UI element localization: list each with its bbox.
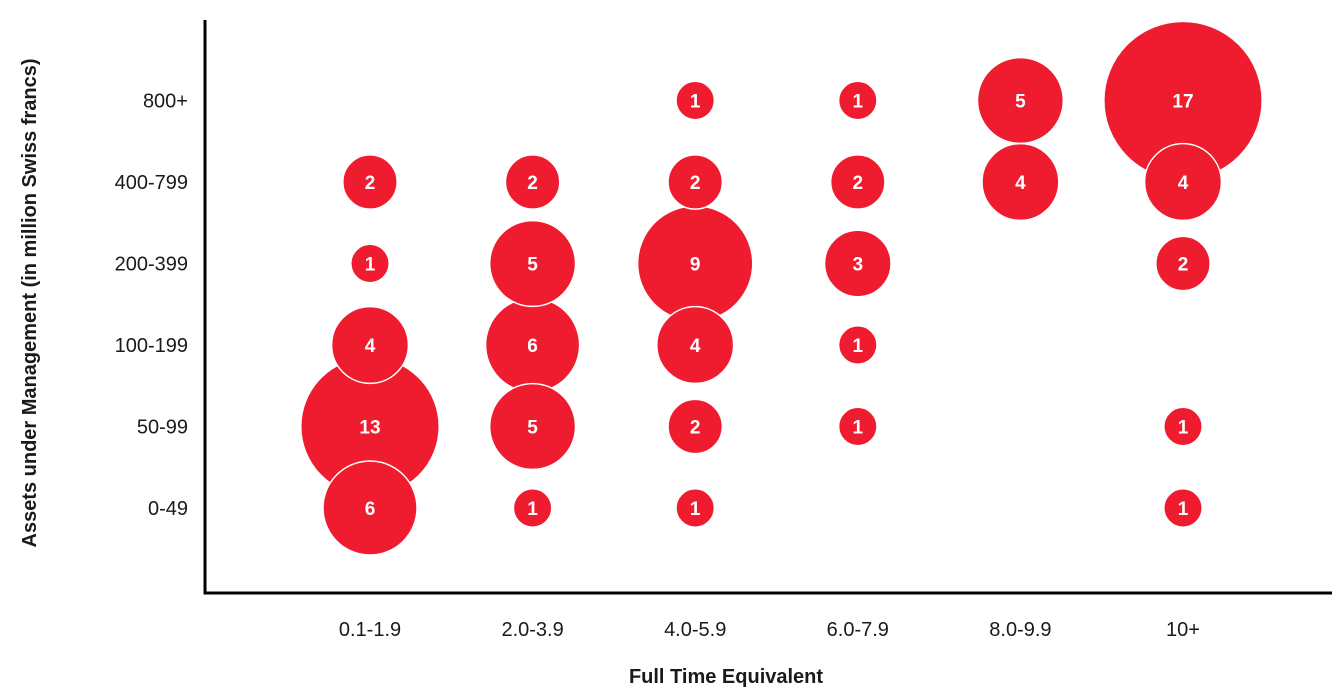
bubble-label-4-0-5-9-800: 1	[690, 92, 701, 113]
bubble-label-4-0-5-9-200-399: 9	[690, 255, 701, 276]
bubble-10-800: 17	[1103, 20, 1263, 181]
bubble-circle-4-0-5-9-400-799	[667, 154, 724, 210]
bubble-10-0-49: 1	[1163, 488, 1203, 528]
bubble-10-50-99: 1	[1163, 406, 1203, 447]
bubble-label-0-1-1-9-200-399: 1	[365, 255, 376, 276]
x-tick-label-6-0-7-9: 6.0-7.9	[827, 619, 889, 641]
bubble-2-0-3-9-100-199: 6	[484, 297, 581, 393]
bubble-4-0-5-9-200-399: 9	[636, 205, 754, 322]
bubble-circle-0-1-1-9-0-49	[322, 460, 418, 556]
bubble-label-4-0-5-9-50-99: 2	[690, 418, 701, 439]
y-tick-label-100-199: 100-199	[115, 335, 188, 357]
bubble-10-400-799: 4	[1143, 142, 1223, 222]
bubble-circle-10-200-399	[1155, 235, 1211, 292]
y-axis-title: Assets under Management (in million Swis…	[19, 58, 41, 547]
x-tick-label-4-0-5-9: 4.0-5.9	[664, 619, 726, 641]
bubble-circle-10-50-99	[1163, 406, 1203, 447]
bubble-label-6-0-7-9-200-399: 3	[853, 255, 864, 276]
bubble-label-6-0-7-9-100-199: 1	[853, 336, 864, 357]
bubble-4-0-5-9-0-49: 1	[675, 488, 716, 528]
bubble-label-0-1-1-9-0-49: 6	[365, 499, 376, 520]
bubble-label-8-0-9-9-800: 5	[1015, 92, 1026, 113]
bubble-circle-0-1-1-9-400-799	[342, 154, 398, 210]
bubble-label-10-50-99: 1	[1178, 418, 1189, 439]
bubble-circle-2-0-3-9-200-399	[488, 219, 577, 308]
y-tick-label-400-799: 400-799	[115, 172, 188, 194]
bubble-6-0-7-9-200-399: 3	[823, 229, 892, 298]
bubble-0-1-1-9-100-199: 4	[330, 305, 410, 385]
axes	[203, 20, 1332, 595]
bubble-label-2-0-3-9-0-49: 1	[527, 499, 538, 520]
bubble-circle-6-0-7-9-100-199	[837, 325, 878, 365]
bubble-circle-10-400-799	[1143, 142, 1223, 222]
x-tick-label-2-0-3-9: 2.0-3.9	[501, 619, 563, 641]
bubble-label-6-0-7-9-400-799: 2	[853, 173, 864, 194]
bubble-label-10-0-49: 1	[1178, 499, 1189, 520]
y-tick-labels: 0-49 50-99 100-199 200-399 400-799 800+	[115, 91, 188, 521]
bubble-2-0-3-9-200-399: 5	[488, 219, 577, 308]
bubble-label-6-0-7-9-800: 1	[853, 92, 864, 113]
y-tick-label-800: 800+	[143, 91, 188, 113]
bubble-label-0-1-1-9-50-99: 13	[359, 418, 380, 439]
bubble-label-8-0-9-9-400-799: 4	[1015, 173, 1026, 194]
bubble-0-1-1-9-50-99: 13	[300, 356, 440, 497]
bubble-2-0-3-9-50-99: 5	[488, 382, 577, 471]
bubble-circle-6-0-7-9-200-399	[823, 229, 892, 298]
x-tick-label-0-1-1-9: 0.1-1.9	[339, 619, 401, 641]
bubbles: 17 13 9 6 6 5 5 5 4 4 4 4 3 2 2 2 2 2 2 1 1 1 1 1 1 1 1 1	[300, 20, 1263, 556]
bubble-8-0-9-9-800: 5	[976, 56, 1065, 145]
bubble-circle-0-1-1-9-200-399	[350, 243, 390, 284]
bubble-label-4-0-5-9-400-799: 2	[690, 173, 701, 194]
bubble-circle-8-0-9-9-400-799	[981, 142, 1060, 222]
bubble-10-200-399: 2	[1155, 235, 1211, 292]
bubble-0-1-1-9-0-49: 6	[322, 460, 418, 556]
bubble-label-2-0-3-9-100-199: 6	[527, 336, 538, 357]
bubble-label-2-0-3-9-400-799: 2	[527, 173, 538, 194]
bubble-circle-0-1-1-9-100-199	[330, 305, 410, 385]
bubble-0-1-1-9-200-399: 1	[350, 243, 390, 284]
y-tick-label-200-399: 200-399	[115, 254, 188, 276]
bubble-label-2-0-3-9-50-99: 5	[527, 418, 538, 439]
bubble-label-0-1-1-9-400-799: 2	[365, 173, 376, 194]
x-tick-label-8-0-9-9: 8.0-9.9	[989, 619, 1051, 641]
bubble-6-0-7-9-50-99: 1	[837, 406, 878, 447]
bubble-label-10-800: 17	[1172, 92, 1193, 113]
bubble-2-0-3-9-400-799: 2	[504, 154, 561, 210]
x-tick-label-10: 10+	[1166, 619, 1200, 641]
x-axis-title: Full Time Equivalent	[629, 666, 823, 688]
bubble-label-10-400-799: 4	[1178, 173, 1189, 194]
bubble-0-1-1-9-400-799: 2	[342, 154, 398, 210]
bubble-circle-2-0-3-9-0-49	[512, 488, 553, 528]
x-tick-labels: 0.1-1.9 2.0-3.9 4.0-5.9 6.0-7.9 8.0-9.9 10+	[339, 619, 1200, 641]
bubble-4-0-5-9-400-799: 2	[667, 154, 724, 210]
bubble-circle-4-0-5-9-100-199	[656, 305, 735, 385]
bubble-4-0-5-9-100-199: 4	[656, 305, 735, 385]
bubble-6-0-7-9-800: 1	[837, 80, 878, 121]
bubble-circle-6-0-7-9-400-799	[829, 154, 886, 210]
bubble-label-4-0-5-9-100-199: 4	[690, 336, 701, 357]
y-tick-label-50-99: 50-99	[137, 417, 188, 439]
bubble-circle-6-0-7-9-800	[837, 80, 878, 121]
bubble-circle-4-0-5-9-50-99	[667, 398, 724, 455]
bubble-label-2-0-3-9-200-399: 5	[527, 255, 538, 276]
y-tick-label-0-49: 0-49	[148, 498, 188, 520]
bubble-2-0-3-9-0-49: 1	[512, 488, 553, 528]
bubble-circle-2-0-3-9-400-799	[504, 154, 561, 210]
bubble-4-0-5-9-800: 1	[675, 80, 716, 121]
bubble-4-0-5-9-50-99: 2	[667, 398, 724, 455]
bubble-6-0-7-9-100-199: 1	[837, 325, 878, 365]
bubble-circle-10-0-49	[1163, 488, 1203, 528]
bubble-label-4-0-5-9-0-49: 1	[690, 499, 701, 520]
bubble-label-6-0-7-9-50-99: 1	[853, 418, 864, 439]
bubble-circle-2-0-3-9-50-99	[488, 382, 577, 471]
bubble-label-10-200-399: 2	[1178, 255, 1189, 276]
bubble-8-0-9-9-400-799: 4	[981, 142, 1060, 222]
bubble-label-0-1-1-9-100-199: 4	[365, 336, 376, 357]
bubble-circle-4-0-5-9-0-49	[675, 488, 716, 528]
bubble-circle-6-0-7-9-50-99	[837, 406, 878, 447]
bubble-6-0-7-9-400-799: 2	[829, 154, 886, 210]
bubble-circle-4-0-5-9-800	[675, 80, 716, 121]
